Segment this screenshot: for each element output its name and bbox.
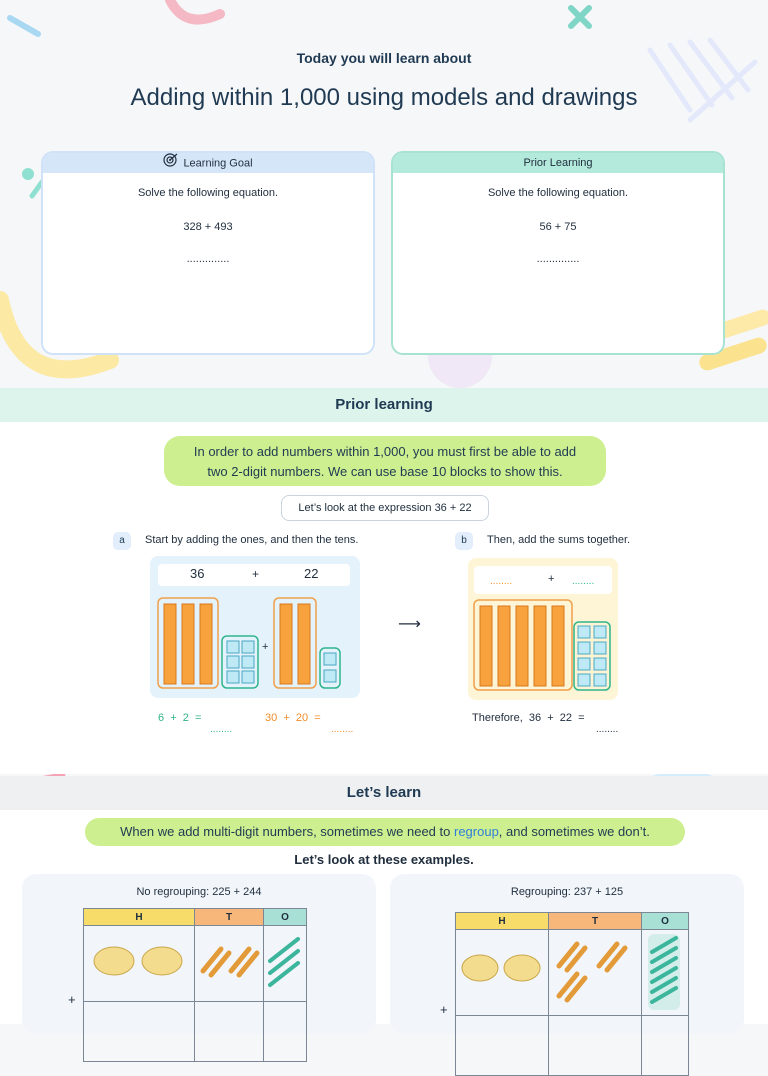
panel-b-number-bar: ........ + ........ [474,566,612,594]
panel-a-blocks: + [157,597,341,689]
prior-intro-line1: In order to add numbers within 1,000, yo… [193,444,577,459]
learning-goal-card: Learning Goal Solve the following equati… [41,151,375,355]
target-icon [163,153,179,174]
hundreds-cell [455,929,549,1016]
col-ones: O [263,908,307,926]
col-hundreds: H [455,912,549,930]
prior-learning-label: Prior Learning [393,153,723,173]
col-ones: O [641,912,689,930]
step-a-text: Start by adding the ones, and then the t… [145,534,359,546]
expression-pill: Let’s look at the expression 36 + 22 [281,495,489,521]
ones-equation: 6 + 2 = [158,712,202,724]
tens-cell [194,925,264,1002]
place-value-table-1: H T O [83,908,307,1062]
svg-text:+: + [262,641,268,653]
panel-b-tens-blank[interactable]: ........ [490,576,513,587]
prior-intro-line2: two 2-digit numbers. We can use base 10 … [207,464,563,479]
place-value-table-2: H T O [455,912,689,1076]
header-subtitle: Today you will learn about [296,50,472,66]
prior-expression: 56 + 75 [539,221,577,233]
therefore-equation: Therefore, 36 + 22 = [472,712,585,724]
example2-title: Regrouping: 237 + 125 [510,886,624,898]
goal-expression: 328 + 493 [183,221,233,233]
learning-goal-label: Learning Goal [183,157,253,170]
panel-b-plus: + [548,573,555,585]
col-hundreds: H [83,908,195,926]
panel-a-num1: 36 [190,566,205,581]
prior-learning-heading: Prior learning [0,388,768,422]
ones-answer-blank[interactable]: ........ [210,724,233,735]
panel-b-blocks [473,599,611,691]
panel-a-number-bar: 36 + 22 [158,564,350,586]
plus-sign-1: + [68,992,76,1007]
example-no-regrouping: No regrouping: 225 + 244 H T O + [22,874,376,1062]
step-b-tag: b [455,532,473,550]
col-tens: T [548,912,642,930]
regroup-intro-after: , and sometimes we don’t. [498,824,650,839]
regroup-keyword[interactable]: regroup [453,824,499,839]
col-tens: T [194,908,264,926]
example1-title: No regrouping: 225 + 244 [136,886,262,898]
ones-cell [263,925,307,1002]
tens-rods-36 [163,603,213,685]
regroup-intro-pill: When we add multi-digit numbers, sometim… [85,818,685,846]
panel-b: ........ + ........ [468,558,618,700]
tens-cell [548,929,642,1016]
step-a-tag: a [113,532,131,550]
panel-a: 36 + 22 + [150,556,360,698]
prior-instruction: Solve the following equation. [487,187,629,199]
tens-equation: 30 + 20 = [265,712,321,724]
goal-answer-blank[interactable]: .............. [186,253,230,265]
plus-sign-2: + [440,1002,448,1017]
examples-label: Let’s look at these examples. [294,852,474,867]
ones-cell [641,929,689,1016]
hundreds-cell [83,925,195,1002]
step-b-text: Then, add the sums together. [487,534,631,546]
tens-answer-blank[interactable]: ........ [331,724,354,735]
panel-a-num2: 22 [304,566,319,581]
regroup-intro-before: When we add multi-digit numbers, sometim… [120,824,454,839]
prior-learning-card: Prior Learning Solve the following equat… [391,151,725,355]
panel-b-ones-blank[interactable]: ........ [572,576,595,587]
panel-a-plus: + [252,567,260,581]
prior-intro-pill: In order to add numbers within 1,000, yo… [164,436,606,486]
arrow-icon: ⟶ [398,616,421,633]
therefore-answer-blank[interactable]: ........ [596,724,619,735]
lets-learn-heading: Let’s learn [0,776,768,810]
learning-goal-header: Learning Goal [43,153,373,173]
prior-answer-blank[interactable]: .............. [536,253,580,265]
example-regrouping: Regrouping: 237 + 125 H T O + [390,874,744,1076]
goal-instruction: Solve the following equation. [137,187,279,199]
page-title: Adding within 1,000 using models and dra… [130,84,638,111]
